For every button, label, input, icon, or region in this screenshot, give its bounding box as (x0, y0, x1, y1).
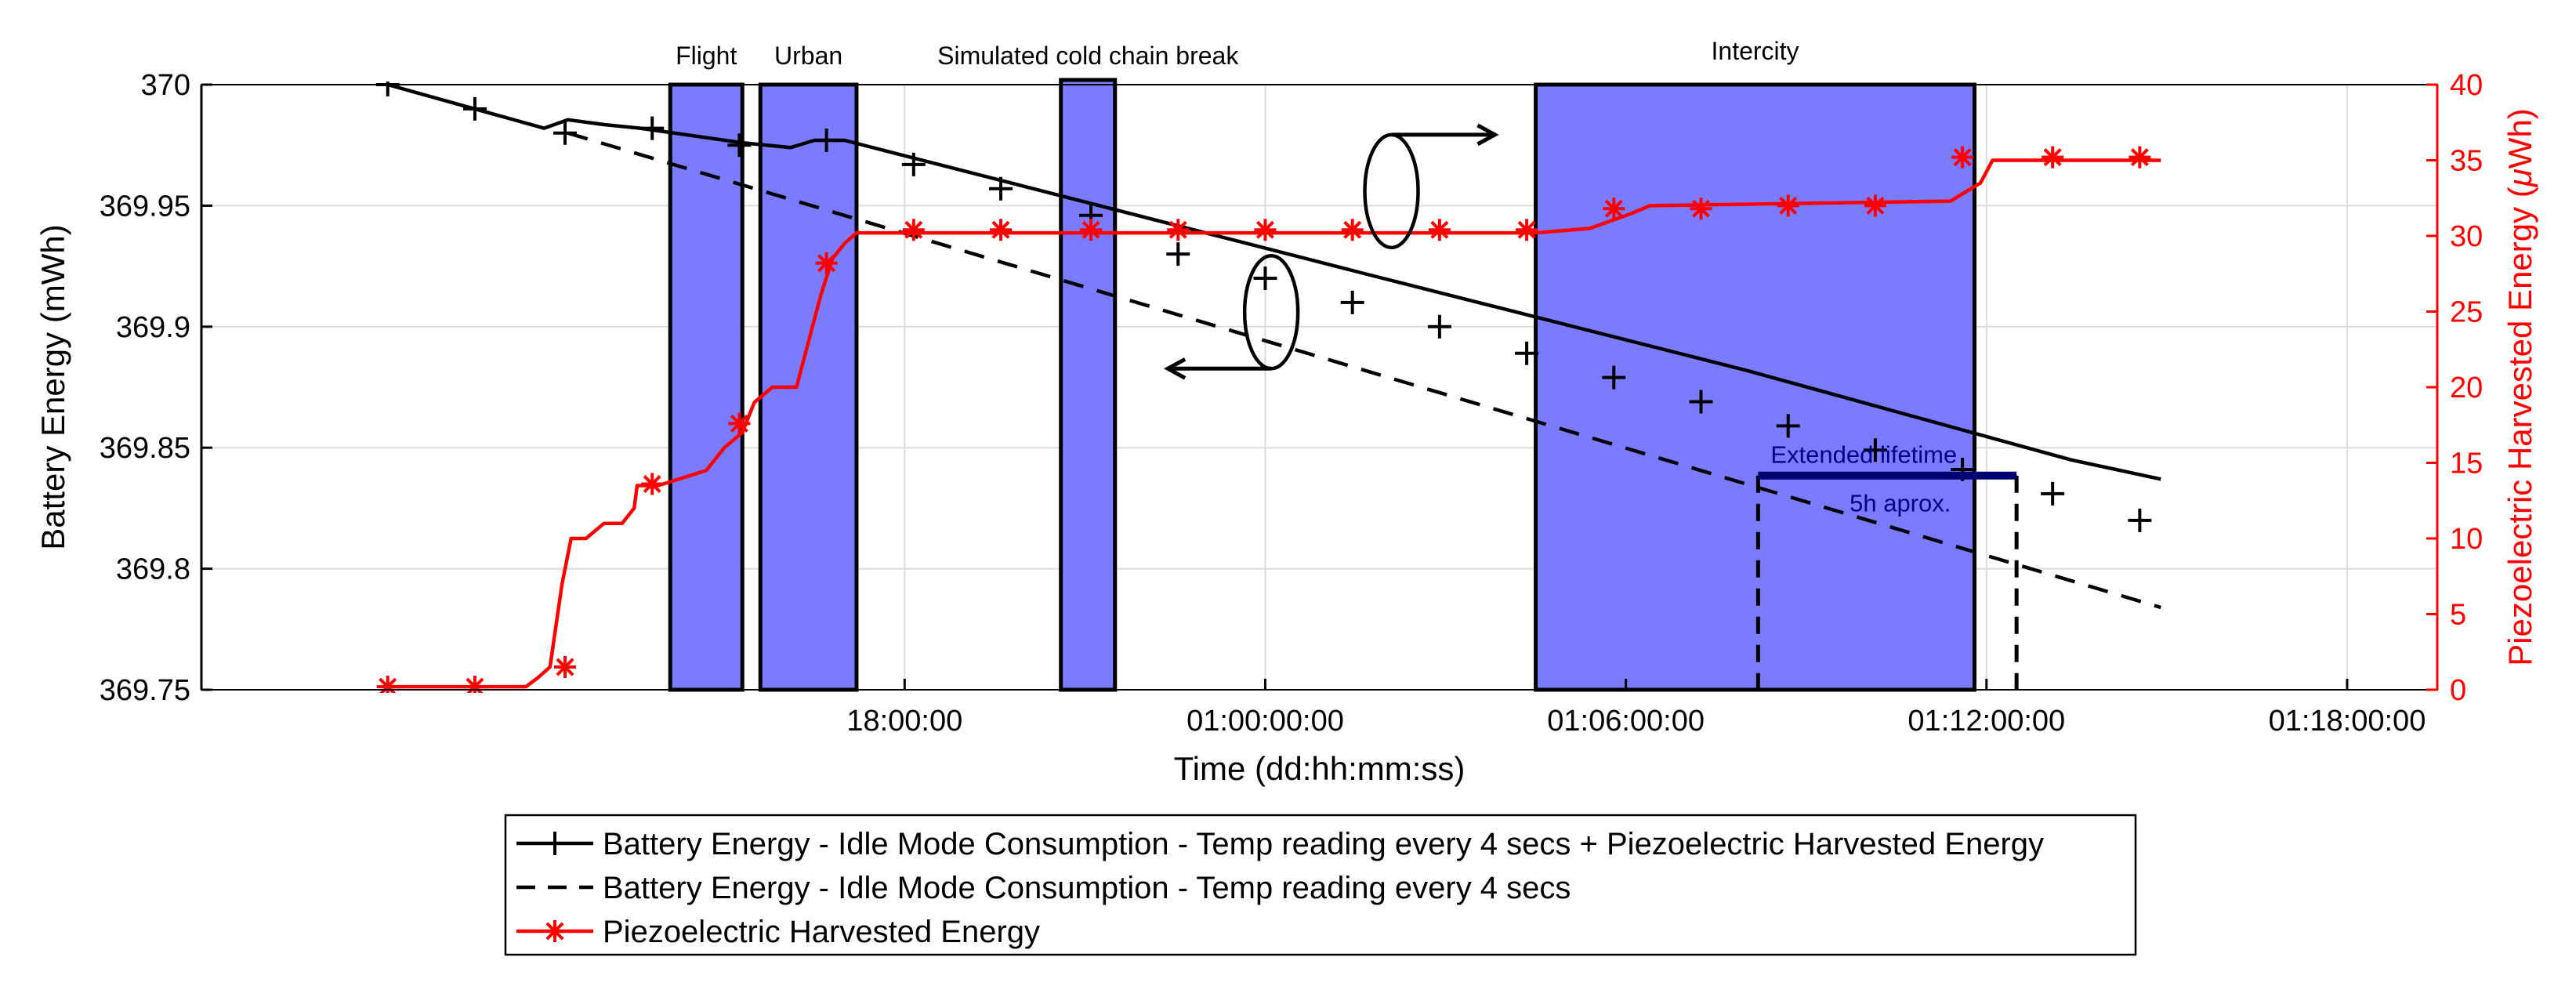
regions: Flight Urban Simulated cold chain break Int… (668, 37, 1976, 692)
y-right-tick-label-2: 30 (2450, 220, 2483, 253)
y-left-tick-label-2: 369.9 (116, 311, 190, 344)
x-tick-label-0: 18:00:00 (846, 705, 962, 738)
x-tick-label-1: 01:00:00:00 (1187, 705, 1344, 738)
series-0-marker-19 (2041, 481, 2065, 506)
series-2-marker-8 (1080, 219, 1103, 241)
series-2-marker-3 (641, 473, 664, 495)
y-right-tick-label-1: 35 (2450, 145, 2483, 178)
series-0-marker-10 (1253, 266, 1277, 291)
legend-marker-2 (544, 920, 566, 942)
series-0-marker-5 (814, 129, 839, 153)
x-tick-label-2: 01:06:00:00 (1547, 705, 1705, 738)
region-label-2: Simulated cold chain break (937, 42, 1239, 70)
y-left-tick-label-1: 369.95 (100, 190, 190, 223)
y-right-tick-label-5: 15 (2450, 448, 2483, 480)
plot-area (201, 85, 2437, 690)
extended-lifetime-label: Extended lifetime (1770, 441, 1957, 469)
series-line-1 (567, 131, 2161, 610)
series-2-marker-15 (1690, 198, 1712, 220)
series-line-2 (387, 158, 2161, 689)
series-0-marker-17 (1863, 438, 1887, 462)
duration-label: 5h aprox. (1850, 490, 1951, 517)
series-0-marker-20 (2128, 508, 2152, 532)
series-2-marker-4 (728, 412, 751, 435)
legend-label-0: Battery Energy - Idle Mode Consumption -… (603, 827, 2044, 861)
y-right-tick-label-6: 10 (2450, 523, 2483, 556)
x-tick-label-4: 01:18:00:00 (2269, 705, 2426, 738)
y-right-tick-label-8: 0 (2450, 674, 2466, 707)
series-2-marker-0 (376, 676, 399, 693)
series-2-marker-18 (1951, 146, 1974, 169)
region-0 (668, 82, 745, 692)
y-right-label-start: Piezoelectric Harvested Energy ( (2502, 187, 2538, 666)
region-3 (1534, 82, 1976, 692)
series-2-marker-17 (1864, 194, 1886, 217)
series-2-marker-9 (1167, 219, 1190, 241)
series-0-marker-15 (1689, 390, 1713, 414)
series-2-marker-14 (1603, 198, 1625, 220)
series-0-marker-3 (640, 116, 665, 140)
annotations: Extended lifetime 5h aprox. (1163, 123, 2019, 690)
legend-label-2: Piezoelectric Harvested Energy (603, 915, 1040, 949)
legend-box (504, 814, 2137, 956)
legend-marker-0 (543, 832, 567, 855)
series-layer (375, 82, 2161, 693)
series-line-0 (387, 82, 2161, 481)
region-2 (1059, 78, 1118, 692)
series-2-marker-11 (1341, 219, 1364, 241)
series-0-marker-7 (989, 176, 1013, 201)
region-label-1: Urban (774, 42, 842, 70)
axis-arrow-left-head (1163, 357, 1187, 380)
series-0-marker-1 (462, 96, 487, 121)
series-2-marker-13 (1516, 219, 1538, 241)
y-left-tick-label-0: 370 (141, 69, 190, 102)
y-left-tick-label-5: 369.75 (100, 674, 190, 707)
series-2-marker-5 (815, 252, 838, 274)
series-0-marker-9 (1166, 242, 1190, 266)
series-2-marker-6 (902, 219, 925, 241)
y-right-tick-label-3: 25 (2450, 296, 2483, 329)
region-label-3: Intercity (1712, 37, 1799, 65)
axes: 18:00:00 01:00:00:00 01:06:00:00 01:12:00:0… (100, 69, 2484, 738)
series-2-marker-19 (2042, 146, 2064, 169)
series-0-marker-13 (1515, 341, 1539, 365)
y-left-tick-label-3: 369.85 (100, 432, 190, 465)
series-0-marker-14 (1602, 365, 1626, 390)
series-0-marker-4 (727, 133, 752, 158)
series-2-marker-1 (463, 676, 486, 693)
y-left-axis-label: Battery Energy (mWh) (34, 224, 71, 549)
series-2-marker-12 (1428, 219, 1451, 241)
series-2-marker-2 (553, 656, 576, 679)
x-tick-label-3: 01:12:00:00 (1908, 705, 2065, 738)
y-right-tick-label-7: 5 (2450, 599, 2466, 632)
series-2-marker-20 (2129, 146, 2151, 169)
series-0-marker-16 (1776, 414, 1800, 438)
y-right-label-end: Wh) (2502, 108, 2538, 169)
axis-arrow-right-head (1476, 123, 1499, 147)
series-0-marker-12 (1427, 314, 1451, 339)
y-left-tick-label-4: 369.8 (116, 553, 190, 586)
x-axis-label: Time (dd:hh:mm:ss) (1174, 750, 1466, 787)
y-right-label-mu: μ (2502, 169, 2538, 187)
legend: Battery Energy - Idle Mode Consumption -… (504, 814, 2137, 956)
series-0-marker-6 (901, 152, 926, 176)
y-right-tick-label-0: 40 (2450, 69, 2483, 102)
y-right-axis-label: Piezoelectric Harvested Energy (μWh) (2502, 108, 2538, 666)
series-2-marker-10 (1254, 219, 1277, 241)
series-2-marker-16 (1777, 194, 1799, 217)
series-2-marker-7 (990, 219, 1013, 241)
region-label-0: Flight (676, 42, 737, 70)
legend-label-1: Battery Energy - Idle Mode Consumption -… (603, 871, 1571, 905)
series-0-marker-11 (1340, 290, 1364, 314)
y-right-tick-label-4: 20 (2450, 372, 2483, 404)
